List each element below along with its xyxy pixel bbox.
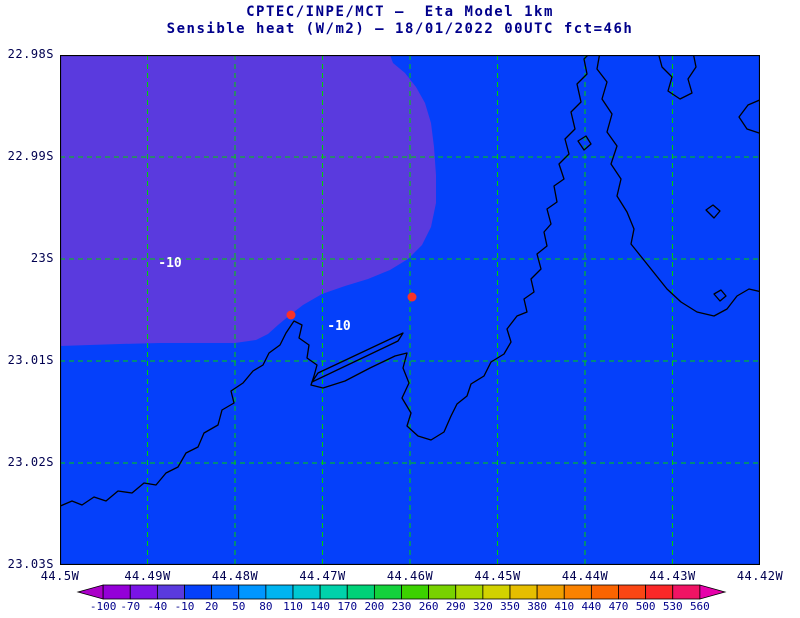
y-axis-label: 23.01S: [7, 353, 54, 367]
map-plot-svg: -10 -10: [57, 51, 763, 566]
colorbar-segment: [590, 584, 619, 600]
x-axis-label: 44.48W: [211, 569, 259, 583]
colorbar-tick-label: 410: [554, 600, 575, 613]
colorbar-tick-label: 110: [283, 600, 303, 613]
coastline-channel-inlet: [577, 135, 592, 151]
colorbar-tick-label: 140: [310, 600, 331, 613]
colorbar-segment: [401, 584, 430, 600]
colorbar-tick-label: 530: [662, 600, 683, 613]
colorbar-tick-label: 290: [445, 600, 466, 613]
coastline-islet-2: [713, 289, 727, 302]
colorbar-scale: -100 -70 -40 -10 20 50 80 110 140 170 200 230 260 290…: [76, 600, 727, 614]
colorbar-segment: [482, 584, 511, 600]
colorbar-tick-label: 500: [635, 600, 656, 613]
colorbar-tick-label: -10: [174, 600, 195, 613]
colorbar-segment: [373, 584, 402, 600]
coastline-island: [596, 51, 763, 317]
colorbar-tick-label: 170: [337, 600, 358, 613]
colorbar-tick-label: 350: [500, 600, 520, 613]
plot-title-line1: CPTEC/INPE/MCT – Eta Model 1km: [246, 4, 554, 20]
colorbar-segment: [618, 584, 647, 600]
y-axis-label: 23.03S: [7, 557, 54, 571]
x-axis-label: 44.43W: [649, 569, 696, 583]
contour-label: -10: [327, 319, 351, 334]
colorbar: [76, 584, 727, 600]
colorbar-tick-label: 260: [418, 600, 439, 613]
colorbar-segment: [509, 584, 538, 600]
coastlines: [57, 51, 763, 508]
colorbar-segment: [536, 584, 565, 600]
colorbar-segment: [699, 584, 727, 600]
colorbar-tick-label: 560: [689, 600, 710, 613]
colorbar-tick-label: 470: [608, 600, 629, 613]
map-area: -10 -10: [57, 51, 763, 566]
y-axis-label: 22.99S: [7, 149, 54, 163]
x-axis-label: 44.49W: [124, 569, 171, 583]
colorbar-segment: [428, 584, 457, 600]
colorbar-segment: [645, 584, 674, 600]
colorbar-tick-label: 80: [259, 600, 273, 613]
y-axis-label: 22.98S: [7, 47, 54, 61]
colorbar-segment: [76, 584, 104, 600]
colorbar-segment: [319, 584, 348, 600]
x-axis-label: 44.47W: [299, 569, 346, 583]
colorbar-segment: [265, 584, 294, 600]
colorbar-segment: [455, 584, 484, 600]
colorbar-tick-label: 230: [391, 600, 412, 613]
x-axis-label: 44.44W: [561, 569, 609, 583]
colorbar-segment: [102, 584, 131, 600]
colorbar-tick-label: 20: [205, 600, 219, 613]
coastline-east-peninsula: [738, 98, 763, 135]
colorbar-tick-label: -100: [89, 600, 117, 613]
plot-title-line2: Sensible heat (W/m2) – 18/01/2022 00UTC …: [166, 21, 634, 37]
colorbar-segment: [211, 584, 240, 600]
colorbar-tick-label: -40: [147, 600, 168, 613]
colorbar-segment: [346, 584, 375, 600]
station-marker: [407, 292, 417, 302]
coastline-islet-1: [705, 204, 721, 219]
plot-frame: [59, 54, 761, 566]
coastline-mainland: [57, 51, 592, 508]
colorbar-segment: [156, 584, 185, 600]
coastline-spit: [311, 332, 404, 383]
coastline-island-north-bay: [657, 51, 697, 100]
x-axis-label: 44.46W: [386, 569, 434, 583]
colorbar-tick-label: 320: [472, 600, 493, 613]
x-axis-label: 44.42W: [736, 569, 784, 583]
y-axis-label: 23S: [30, 251, 54, 265]
x-axis-label: 44.45W: [474, 569, 521, 583]
contour-label: -10: [158, 256, 182, 271]
colorbar-segment: [563, 584, 592, 600]
colorbar-tick-label: 200: [364, 600, 385, 613]
x-axis-label: 44.5W: [40, 569, 80, 583]
station-marker: [286, 310, 296, 320]
colorbar-segment: [238, 584, 267, 600]
negative-heat-region: [60, 55, 436, 346]
colorbar-segment: [129, 584, 158, 600]
colorbar-tick-label: 50: [232, 600, 246, 613]
y-axis-label: 23.02S: [7, 455, 54, 469]
grid-lines: [60, 55, 760, 565]
colorbar-segment: [184, 584, 213, 600]
colorbar-tick-label: -70: [120, 600, 141, 613]
colorbar-segment: [292, 584, 321, 600]
colorbar-svg: [76, 584, 727, 600]
colorbar-segment: [672, 584, 701, 600]
colorbar-tick-label: 440: [581, 600, 602, 613]
colorbar-tick-label: 380: [527, 600, 548, 613]
